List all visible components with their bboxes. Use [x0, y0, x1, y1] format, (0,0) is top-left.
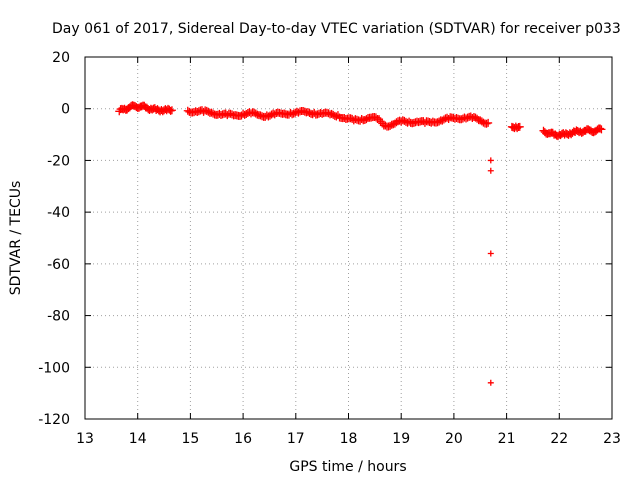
x-tick-label: 22	[550, 431, 568, 447]
x-tick-label: 16	[234, 431, 252, 447]
data-point	[487, 250, 494, 257]
x-tick-label: 14	[129, 431, 147, 447]
y-tick-label: -100	[38, 360, 70, 376]
y-tick-label: -40	[47, 205, 70, 221]
y-tick-label: -80	[47, 309, 70, 325]
data-point	[482, 119, 491, 128]
x-tick-label: 23	[603, 431, 621, 447]
x-tick-label: 15	[181, 431, 199, 447]
data-point	[487, 167, 494, 174]
data-points	[115, 101, 606, 386]
x-tick-label: 20	[445, 431, 463, 447]
y-tick-label: -120	[38, 412, 70, 428]
data-point	[167, 106, 176, 115]
y-tick-label: -60	[47, 257, 70, 273]
x-tick-label: 18	[340, 431, 358, 447]
axis-ticks: 13 14 15 16 17 18 19 20 21 22 23 20 0 -20 -40 -60 -80 -10…	[38, 50, 621, 447]
y-tick-label: 0	[61, 102, 70, 118]
x-tick-label: 19	[392, 431, 410, 447]
data-point	[484, 118, 493, 127]
plot-frame	[84, 56, 613, 420]
x-tick-label: 13	[76, 431, 94, 447]
y-tick-label: 20	[52, 50, 70, 66]
x-axis-label: GPS time / hours	[289, 459, 406, 475]
data-point	[597, 125, 606, 134]
x-tick-label: 17	[287, 431, 305, 447]
data-point	[487, 157, 494, 164]
y-tick-label: -20	[47, 153, 70, 169]
x-tick-label: 21	[498, 431, 516, 447]
data-point	[487, 379, 494, 386]
data-point	[596, 124, 605, 133]
chart-title: Day 061 of 2017, Sidereal Day-to-day VTE…	[52, 21, 621, 37]
y-axis-label: SDTVAR / TECUs	[8, 181, 24, 296]
data-point	[515, 122, 524, 131]
